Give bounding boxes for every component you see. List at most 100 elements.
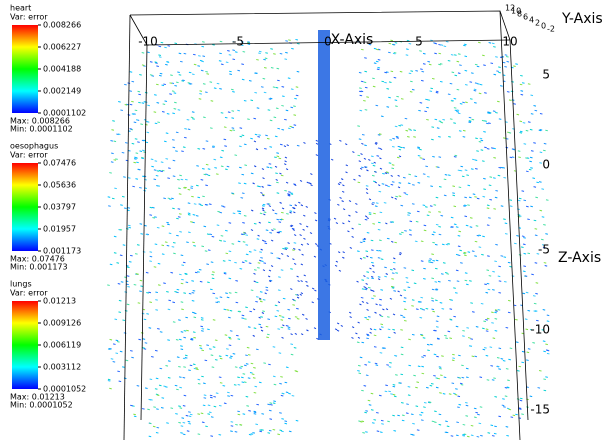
point <box>158 56 162 58</box>
point <box>243 99 247 102</box>
point <box>435 386 439 389</box>
point <box>274 315 278 318</box>
point <box>538 181 542 183</box>
point <box>476 83 480 85</box>
point <box>413 136 416 138</box>
point <box>261 185 264 188</box>
point <box>190 221 193 223</box>
point <box>469 226 473 228</box>
point <box>291 47 294 50</box>
point <box>459 64 462 66</box>
point <box>219 239 222 242</box>
point <box>296 144 300 147</box>
point <box>357 321 360 324</box>
point <box>153 266 157 268</box>
point <box>453 156 457 158</box>
point <box>400 329 403 331</box>
point <box>293 105 296 107</box>
point <box>139 186 142 189</box>
point <box>272 375 276 378</box>
point <box>375 303 378 306</box>
point <box>292 298 295 301</box>
point <box>134 156 137 159</box>
point <box>269 119 273 122</box>
point <box>452 357 456 359</box>
point <box>178 74 182 76</box>
point <box>115 158 118 160</box>
point <box>127 285 130 288</box>
point <box>290 106 294 109</box>
point <box>235 301 239 304</box>
point <box>169 82 173 84</box>
point <box>239 424 243 426</box>
point <box>157 121 160 124</box>
point <box>454 74 458 77</box>
point <box>464 272 468 274</box>
point <box>231 192 234 195</box>
point <box>376 155 380 157</box>
point <box>243 232 247 234</box>
point <box>157 327 160 330</box>
point <box>494 196 498 199</box>
point <box>365 185 369 187</box>
point <box>279 429 283 432</box>
point <box>131 100 134 103</box>
point <box>437 280 441 283</box>
point <box>281 336 284 339</box>
point <box>372 201 375 204</box>
point <box>226 296 230 299</box>
point <box>146 313 150 315</box>
point <box>512 414 516 417</box>
y-tick-label: 0 <box>541 22 546 31</box>
point <box>438 225 442 228</box>
point <box>391 278 395 280</box>
point <box>403 308 407 311</box>
point <box>176 356 180 358</box>
point <box>309 232 313 235</box>
point <box>241 173 245 176</box>
point <box>160 407 164 409</box>
point <box>379 148 383 151</box>
point <box>518 365 522 368</box>
point <box>505 326 509 329</box>
point <box>482 235 485 238</box>
point <box>289 210 293 212</box>
point <box>455 226 459 228</box>
point <box>344 143 348 146</box>
point <box>284 381 288 384</box>
point <box>393 257 396 260</box>
point <box>485 330 489 332</box>
point <box>228 336 231 339</box>
point <box>361 420 365 423</box>
point <box>216 82 220 85</box>
point <box>178 365 181 368</box>
point <box>470 434 474 437</box>
point <box>192 363 196 366</box>
point <box>539 128 543 131</box>
point <box>543 378 546 381</box>
point <box>163 140 167 143</box>
point <box>337 183 341 186</box>
point <box>408 128 411 130</box>
point <box>290 193 294 195</box>
point <box>484 146 487 149</box>
point <box>282 297 286 300</box>
point <box>167 339 170 341</box>
point <box>242 241 246 243</box>
point <box>338 269 342 272</box>
point <box>417 147 421 150</box>
point <box>536 181 540 184</box>
point <box>429 205 433 207</box>
point <box>494 260 497 263</box>
point <box>386 237 390 240</box>
point <box>371 162 374 165</box>
point <box>377 278 381 281</box>
point <box>314 212 317 215</box>
point <box>113 252 117 254</box>
point <box>375 141 378 144</box>
point <box>294 184 297 186</box>
point <box>262 269 266 272</box>
point <box>306 181 309 184</box>
point <box>391 240 394 243</box>
point <box>261 205 265 207</box>
